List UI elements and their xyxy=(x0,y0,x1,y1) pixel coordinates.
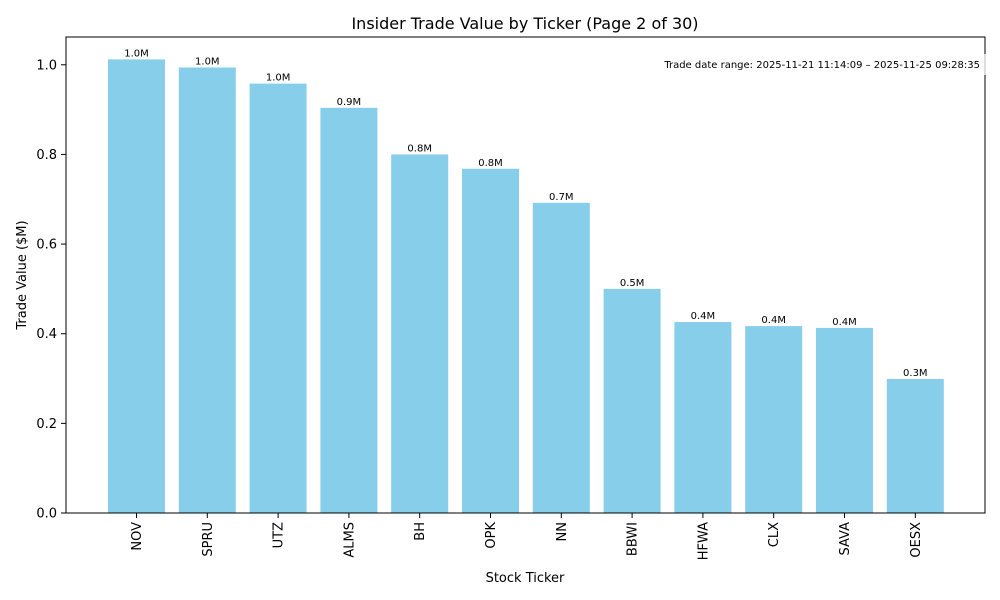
data-labels-group: 1.0M 1.0M 1.0M 0.9M 0.8M 0.8M 0.7M 0.5M 0.4M 0.4M… xyxy=(124,48,927,379)
data-label-nov: 1.0M xyxy=(124,48,149,59)
y-tick-label-0: 0.0 xyxy=(36,507,57,522)
x-tick-label-nn: NN xyxy=(555,522,570,541)
data-label-bh: 0.8M xyxy=(407,143,432,154)
x-tick-label-sava: SAVA xyxy=(838,522,853,556)
x-tick-label-clx: CLX xyxy=(767,522,782,547)
data-label-alms: 0.9M xyxy=(337,97,362,108)
x-tick-label-hfwa: HFWA xyxy=(696,522,711,560)
chart-title: Insider Trade Value by Ticker (Page 2 of… xyxy=(351,14,698,33)
bar-utz xyxy=(249,83,307,514)
data-label-spru: 1.0M xyxy=(195,56,220,67)
data-label-utz: 1.0M xyxy=(266,73,291,84)
y-axis: 0.0 0.2 0.4 0.6 0.8 1.0 xyxy=(36,58,66,522)
bar-nov xyxy=(108,59,165,513)
bar-clx xyxy=(745,326,803,513)
x-tick-label-utz: UTZ xyxy=(272,522,287,548)
x-tick-label-opk: OPK xyxy=(484,522,499,549)
bar-alms xyxy=(320,107,378,513)
x-tick-label-spru: SPRU xyxy=(201,522,216,557)
bar-nn xyxy=(532,202,590,513)
bar-oesx xyxy=(886,378,944,513)
data-label-bbwi: 0.5M xyxy=(620,278,645,289)
bar-bh xyxy=(391,154,449,513)
y-tick-label-2: 0.4 xyxy=(36,327,57,342)
y-tick-label-1: 0.2 xyxy=(36,417,57,432)
trade-date-range-annotation: Trade date range: 2025-11-21 11:14:09 – … xyxy=(663,60,980,71)
bar-spru xyxy=(178,67,236,513)
bars-group xyxy=(108,59,944,514)
data-label-clx: 0.4M xyxy=(761,315,786,326)
data-label-nn: 0.7M xyxy=(549,192,574,203)
data-label-sava: 0.4M xyxy=(832,317,857,328)
bar-hfwa xyxy=(674,322,732,513)
x-axis-title: Stock Ticker xyxy=(486,571,565,586)
x-axis: NOV SPRU UTZ ALMS BH OPK NN BBWI HFWA CLX SAVA OESX xyxy=(130,513,924,560)
bar-sava xyxy=(816,327,873,513)
x-tick-label-bh: BH xyxy=(413,522,428,541)
data-label-oesx: 0.3M xyxy=(903,368,928,379)
bar-bbwi xyxy=(603,288,661,513)
x-tick-label-oesx: OESX xyxy=(909,522,924,558)
y-tick-label-4: 0.8 xyxy=(36,148,57,163)
y-tick-label-5: 1.0 xyxy=(36,58,57,73)
x-tick-label-nov: NOV xyxy=(130,522,145,551)
y-axis-title: Trade Value ($M) xyxy=(15,220,30,330)
data-label-hfwa: 0.4M xyxy=(691,311,716,322)
y-tick-label-3: 0.6 xyxy=(36,238,57,253)
plot-frame xyxy=(65,36,986,514)
bar-opk xyxy=(462,168,519,513)
x-tick-label-alms: ALMS xyxy=(342,522,357,558)
data-label-opk: 0.8M xyxy=(478,158,503,169)
x-tick-label-bbwi: BBWI xyxy=(626,522,641,556)
